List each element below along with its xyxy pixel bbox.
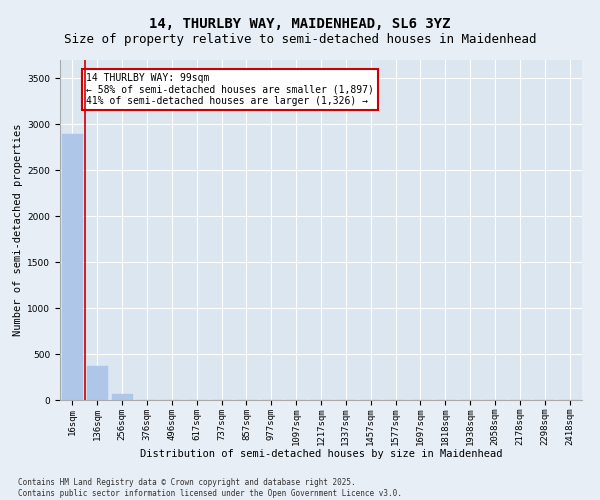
Text: Contains HM Land Registry data © Crown copyright and database right 2025.
Contai: Contains HM Land Registry data © Crown c…: [18, 478, 402, 498]
Text: Size of property relative to semi-detached houses in Maidenhead: Size of property relative to semi-detach…: [64, 32, 536, 46]
Text: 14 THURLBY WAY: 99sqm
← 58% of semi-detached houses are smaller (1,897)
41% of s: 14 THURLBY WAY: 99sqm ← 58% of semi-deta…: [86, 73, 374, 106]
Y-axis label: Number of semi-detached properties: Number of semi-detached properties: [13, 124, 23, 336]
Bar: [112, 394, 133, 400]
X-axis label: Distribution of semi-detached houses by size in Maidenhead: Distribution of semi-detached houses by …: [140, 450, 502, 460]
Bar: [62, 134, 83, 400]
Text: 14, THURLBY WAY, MAIDENHEAD, SL6 3YZ: 14, THURLBY WAY, MAIDENHEAD, SL6 3YZ: [149, 18, 451, 32]
Bar: [87, 366, 108, 400]
